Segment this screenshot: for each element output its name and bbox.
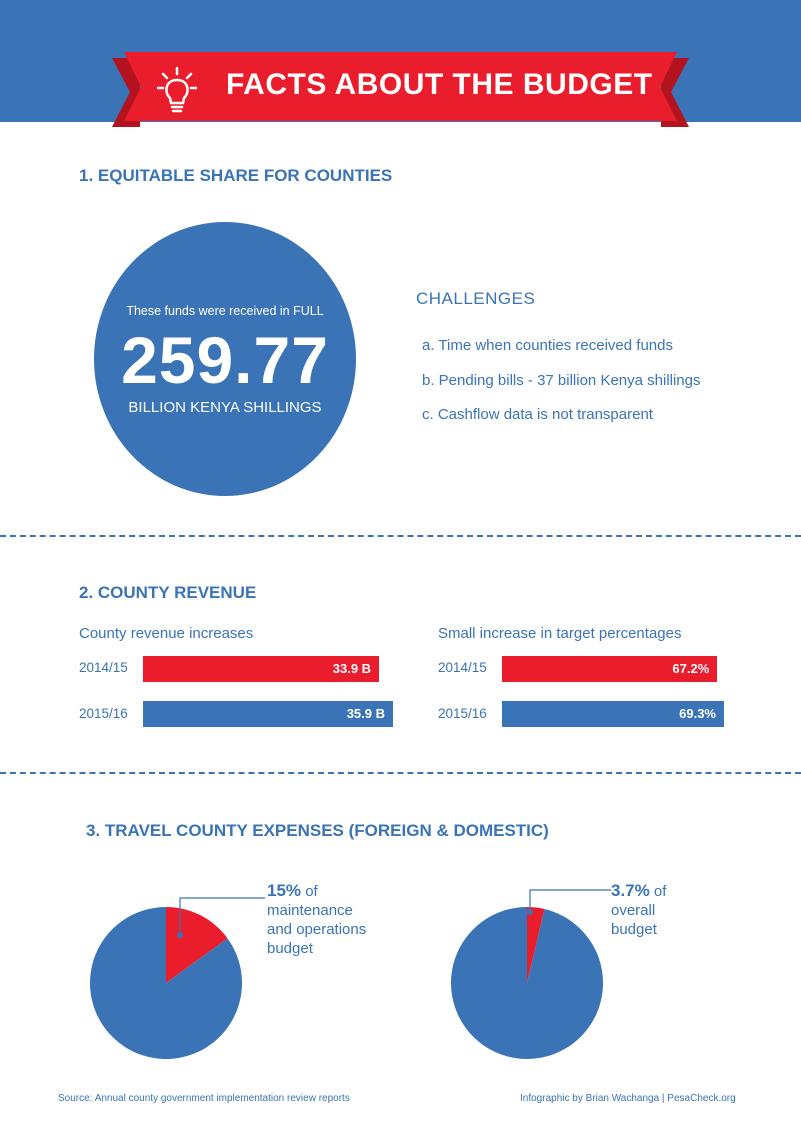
circle-number: 259.77 xyxy=(121,323,329,397)
section-3-title: 3. TRAVEL COUNTY EXPENSES (FOREIGN & DOM… xyxy=(86,821,549,840)
pie-text-line: overall xyxy=(611,902,656,919)
pie-text-line: and operations xyxy=(267,921,367,938)
target-category-label: 2014/15 xyxy=(438,660,487,675)
pie-slice-highlight xyxy=(166,907,228,983)
section-1-title: 1. EQUITABLE SHARE FOR COUNTIES xyxy=(79,166,393,185)
target-bar-2014: 67.2% xyxy=(502,656,718,682)
pie-leader-line xyxy=(527,889,611,915)
circle-unit: BILLION KENYA SHILLINGS xyxy=(128,399,322,416)
section-2-title: 2. COUNTY REVENUE xyxy=(79,583,257,602)
pie-annotation-3-7: 3.7% of overall budget xyxy=(611,881,666,939)
revenue-bar-2015: 35.9 B xyxy=(143,701,393,727)
banner-ribbon xyxy=(112,52,689,127)
revenue-chart-title: County revenue increases xyxy=(79,625,254,642)
challenge-item: b. Pending bills - 37 billion Kenya shil… xyxy=(422,372,701,389)
bar-value-label: 69.3% xyxy=(679,706,716,721)
target-category-label: 2015/16 xyxy=(438,706,487,721)
pie-annotation-15: 15% of maintenance and operations budget xyxy=(267,881,366,958)
credit-note: Infographic by Brian Wachanga | PesaChec… xyxy=(520,1093,736,1104)
maintenance-pie-chart xyxy=(89,907,242,1059)
revenue-category-label: 2014/15 xyxy=(79,660,128,675)
source-note: Source: Annual county government impleme… xyxy=(58,1093,350,1104)
overall-budget-pie-chart xyxy=(450,907,603,1059)
pie-slice-rest xyxy=(450,907,603,1059)
pie-slice-highlight xyxy=(527,907,545,983)
header-white-strip xyxy=(0,122,801,132)
pie-slice-rest xyxy=(89,907,242,1059)
circle-caption: These funds were received in FULL xyxy=(126,304,324,318)
divider xyxy=(0,772,801,774)
bar-value-label: 33.9 B xyxy=(332,661,372,676)
pie-text-line: budget xyxy=(611,921,657,938)
lightbulb-icon xyxy=(157,66,197,113)
divider xyxy=(0,535,801,537)
pie-text-line: budget xyxy=(267,940,313,957)
pie-percent: 15% xyxy=(267,881,302,900)
pie-percent: 3.7% xyxy=(611,881,650,900)
bar-value-label: 35.9 B xyxy=(346,706,385,721)
bar-value-label: 67.2% xyxy=(672,661,710,676)
challenges-title: CHALLENGES xyxy=(416,289,536,308)
target-bar-2015: 69.3% xyxy=(502,701,724,727)
revenue-bar-2014: 33.9 B xyxy=(143,656,380,682)
equitable-share-circle: These funds were received in FULL 259.77… xyxy=(94,222,356,496)
pie-text-line: maintenance xyxy=(267,902,353,919)
pie-leader-line xyxy=(177,897,265,938)
pie-text-line: of xyxy=(305,883,318,900)
pie-text-line: of xyxy=(653,883,667,900)
revenue-category-label: 2015/16 xyxy=(79,706,128,721)
challenge-item: c. Cashflow data is not transparent xyxy=(422,406,653,423)
target-chart-title: Small increase in target percentages xyxy=(438,625,682,642)
page-title: FACTS ABOUT THE BUDGET xyxy=(226,68,653,101)
challenge-item: a. Time when counties received funds xyxy=(422,337,673,354)
